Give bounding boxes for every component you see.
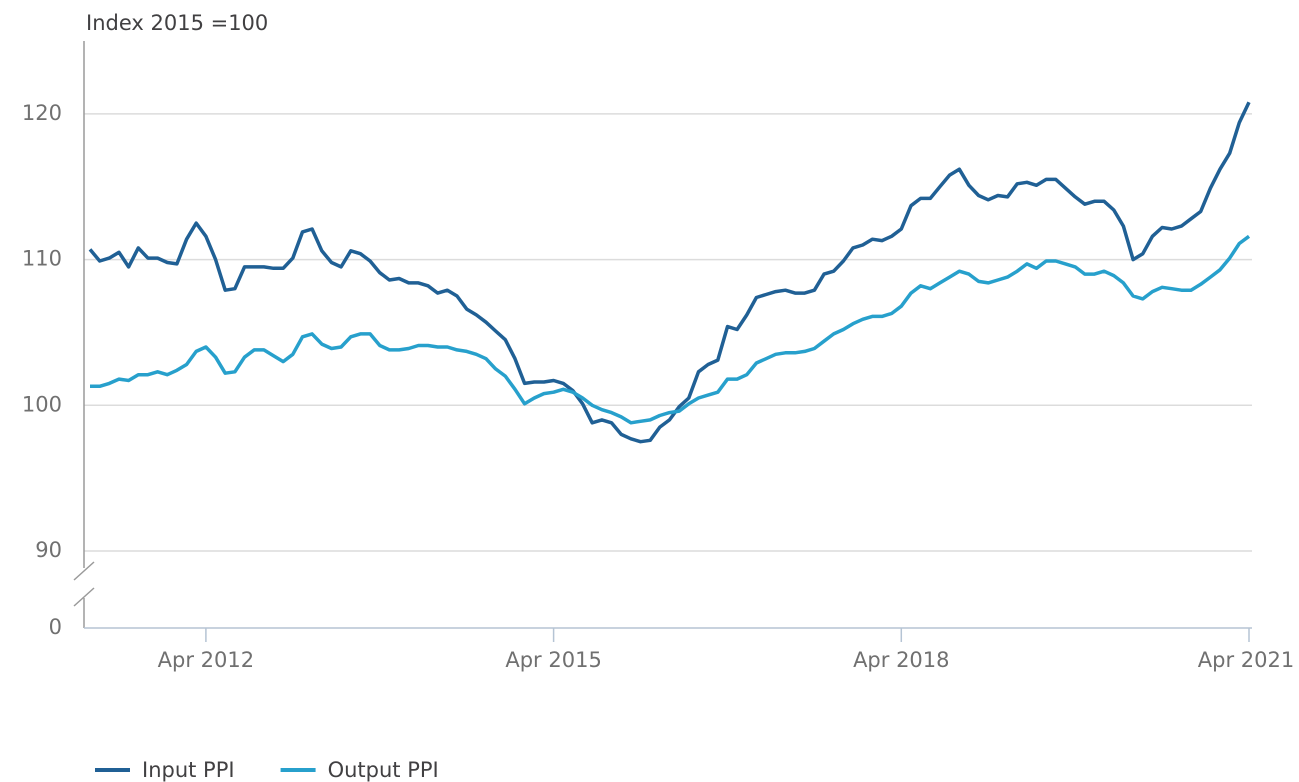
x-tick-label: Apr 2012 <box>158 648 254 672</box>
series-line <box>90 234 1251 425</box>
legend-label: Output PPI <box>328 758 439 782</box>
y-tick-label: 100 <box>22 392 62 416</box>
series-line <box>88 101 1251 444</box>
y-tick-label: 110 <box>22 247 62 271</box>
x-tick-label: Apr 2018 <box>853 648 949 672</box>
y-tick-label: 0 <box>49 615 62 639</box>
axis-break <box>73 587 95 607</box>
axis-break <box>73 561 95 581</box>
x-tick-label: Apr 2021 <box>1198 648 1294 672</box>
x-tick-label: Apr 2015 <box>505 648 601 672</box>
legend-label: Input PPI <box>142 758 235 782</box>
y-axis-label: Index 2015 =100 <box>86 11 268 35</box>
y-tick-label: 90 <box>35 538 62 562</box>
y-tick-label: 120 <box>22 101 62 125</box>
